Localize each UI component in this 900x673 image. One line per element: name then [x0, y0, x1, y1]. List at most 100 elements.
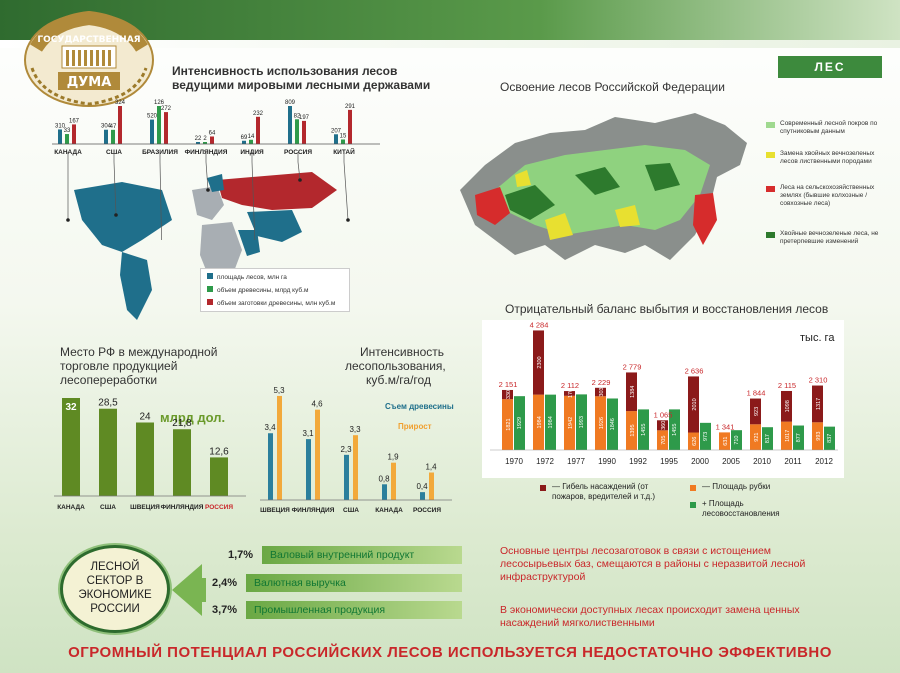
balance-total-label: 1 065: [654, 410, 673, 419]
balance-restore-label: 1455: [672, 424, 678, 436]
world-bar: [164, 112, 168, 144]
logo-top-text: ГОСУДАРСТВЕННАЯ: [37, 35, 140, 45]
balance-restore-label: 837: [827, 434, 833, 443]
balance-death-label: 2010: [692, 398, 698, 410]
world-callout-line: [297, 152, 301, 181]
balance-cut-label: 626: [692, 437, 698, 446]
trade-title-3: лесопереработки: [60, 373, 158, 387]
world-callout-lines: [66, 152, 350, 240]
balance-restore-label: 877: [796, 433, 802, 442]
intensity-label-b: 1,9: [387, 453, 399, 462]
world-bar-label: 167: [69, 118, 80, 124]
trade-category-label: ШВЕЦИЯ: [130, 504, 160, 511]
balance-cut-label: 1942: [568, 417, 574, 429]
trade-bar: [210, 457, 228, 496]
balance-cut-label: 1984: [537, 416, 543, 428]
intensity-bar-a: [306, 439, 311, 500]
sector-line: ЛЕСНОЙ: [90, 561, 140, 573]
legend-swatch: [766, 186, 775, 192]
balance-restore-label: 817: [765, 434, 771, 443]
trade-bar: [99, 408, 117, 496]
world-bar-label: 197: [299, 115, 310, 121]
trade-bar: [136, 422, 154, 496]
sector-pct-3: 3,7%: [212, 604, 238, 616]
section-tag: ЛЕС: [778, 56, 882, 78]
trade-bar: [62, 398, 80, 496]
footer-slogan: ОГРОМНЫЙ ПОТЕНЦИАЛ РОССИЙСКИХ ЛЕСОВ ИСПО…: [68, 644, 832, 661]
world-bar-label: 47: [110, 124, 117, 130]
balance-cut-label: 705: [661, 436, 667, 445]
sector-bar-2: Валютная выручка: [246, 574, 462, 592]
intensity-category-label: КАНАДА: [375, 507, 403, 514]
balance-bar-cut: [657, 430, 668, 450]
balance-death-label: 303: [599, 387, 605, 396]
top-band: [0, 0, 900, 40]
legend-label: Современный лесной покров по спутниковым…: [780, 120, 878, 135]
legend-label: Хвойные вечнозеленые леса, не претерпевш…: [780, 230, 879, 245]
world-bar-label: 291: [345, 104, 356, 110]
balance-bar-death: [502, 389, 513, 400]
intensity-category-label: ФИНЛЯНДИЯ: [292, 507, 335, 514]
world-bar-label: 809: [285, 100, 296, 106]
intensity-bar-b: [315, 409, 320, 500]
balance-legend: — Гибель насаждений (от пожаров, вредите…: [540, 482, 840, 526]
world-callout-line: [159, 152, 162, 240]
intensity-label-a: 2,3: [340, 445, 352, 454]
intensity-bar-a: [268, 433, 273, 500]
world-bar-label: 69: [241, 135, 248, 141]
world-bar-label: 310: [55, 123, 66, 129]
intensity-label-b: 5,3: [273, 386, 285, 395]
legend-swatch: [690, 502, 696, 508]
balance-bar-death: [564, 391, 575, 396]
balance-bar-cut: [812, 422, 823, 450]
legend-swatch: [207, 286, 213, 292]
intensity-title-2: лесопользования,: [345, 359, 446, 373]
legend-label: + Площадь лесовосстановления: [702, 499, 780, 518]
balance-bar-death: [626, 372, 637, 412]
balance-cut-label: 631: [723, 437, 729, 446]
balance-bar-death: [595, 387, 606, 397]
balance-bar-restore: [545, 394, 556, 450]
trade-bar-label: 32: [65, 402, 77, 413]
balance-restore-label: 1455: [641, 424, 647, 436]
trade-category-label: ФИНЛЯНДИЯ: [161, 504, 204, 511]
note-1-line-1: Основные центры лесозаготовок в связи с …: [500, 545, 772, 557]
balance-bar-restore: [576, 394, 587, 450]
sector-bar-3: Промышленная продукция: [246, 601, 462, 619]
world-bar-label: 15: [340, 133, 347, 139]
balance-bar-restore: [638, 409, 649, 450]
world-bar: [157, 106, 161, 144]
world-bar: [104, 129, 108, 144]
legend-label: Замена хвойных вечнозеленых лесов листве…: [780, 150, 875, 165]
trade-category-label: КАНАДА: [57, 504, 85, 511]
world-bar: [288, 106, 292, 144]
balance-total-label: 2 636: [685, 366, 704, 375]
world-bar-label: 82: [294, 113, 301, 119]
balance-year-label: 1990: [598, 457, 616, 466]
legend-label: объем заготовки древесины, млн куб.м: [217, 300, 336, 307]
balance-cut-label: 1017: [785, 430, 791, 442]
intensity-bar-chart: 3,4 5,3 ШВЕЦИЯ 3,1 4,6 ФИНЛЯНДИЯ 2,3 3,3 США 0,8 1…: [260, 386, 452, 514]
trade-bar-label: 24: [139, 412, 151, 423]
balance-bar-cut: [502, 399, 513, 450]
balance-year-label: 1977: [567, 457, 585, 466]
balance-bar-death: [688, 376, 699, 433]
balance-death-label: 330: [506, 390, 512, 399]
sector-pct-1: 1,7%: [228, 549, 254, 561]
world-bar: [118, 106, 122, 144]
intensity-title-1: Интенсивность: [360, 345, 445, 359]
world-callout-dot: [298, 178, 302, 182]
world-callout-line: [251, 152, 256, 240]
balance-cut-label: 1821: [506, 418, 512, 430]
world-bar: [348, 109, 352, 144]
legend-swatch: [540, 485, 546, 491]
world-bar: [72, 124, 76, 144]
balance-year-label: 1972: [536, 457, 554, 466]
world-title-1: Интенсивность использования лесов: [172, 64, 398, 78]
legend-label: — Гибель насаждений (от пожаров, вредите…: [552, 482, 656, 501]
intensity-bar-b: [353, 435, 358, 500]
world-bar: [196, 142, 200, 144]
balance-year-label: 2012: [815, 457, 833, 466]
sector-line: ЭКОНОМИКЕ: [78, 589, 152, 601]
world-callout-dot: [346, 218, 350, 222]
